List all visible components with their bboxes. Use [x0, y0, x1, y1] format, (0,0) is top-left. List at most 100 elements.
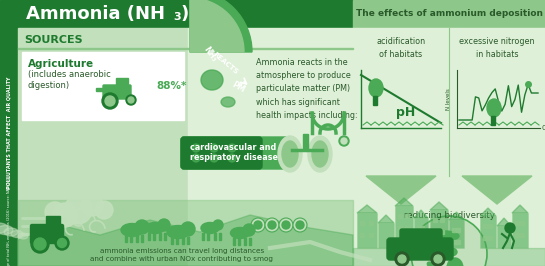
Bar: [395, 206, 413, 248]
Circle shape: [254, 221, 262, 229]
Text: PM: PM: [230, 80, 246, 94]
Circle shape: [128, 97, 134, 103]
Text: Ammonia (NH: Ammonia (NH: [26, 5, 165, 23]
Text: ): ): [181, 5, 189, 23]
Text: * percentage of total NH₃ emissions (2016) source: NAEI 2018: * percentage of total NH₃ emissions (201…: [7, 175, 11, 266]
Bar: [480, 216, 496, 248]
Bar: [405, 226, 409, 230]
Polygon shape: [430, 202, 448, 210]
Ellipse shape: [221, 97, 235, 107]
Ellipse shape: [447, 258, 463, 266]
Ellipse shape: [278, 136, 302, 172]
Bar: [398, 226, 402, 230]
Text: Agriculture: Agriculture: [28, 59, 94, 69]
Ellipse shape: [282, 141, 298, 167]
Bar: [430, 210, 448, 248]
Text: reducing biodiversity: reducing biodiversity: [403, 211, 494, 221]
Ellipse shape: [312, 141, 328, 167]
Bar: [373, 96, 377, 105]
Bar: [244, 238, 246, 245]
Polygon shape: [480, 208, 496, 216]
Bar: [515, 233, 519, 237]
Text: respiratory disease: respiratory disease: [190, 153, 278, 163]
Ellipse shape: [4, 228, 18, 236]
Bar: [18, 200, 353, 266]
Text: pH: pH: [396, 106, 415, 119]
Ellipse shape: [432, 265, 442, 266]
Polygon shape: [422, 231, 429, 241]
Ellipse shape: [369, 79, 383, 97]
Bar: [369, 221, 373, 225]
Bar: [18, 48, 188, 49]
Text: digestion): digestion): [28, 81, 70, 89]
Bar: [398, 214, 402, 218]
Bar: [141, 235, 143, 242]
Circle shape: [505, 223, 515, 233]
Circle shape: [213, 220, 223, 230]
Bar: [420, 226, 424, 230]
Circle shape: [58, 239, 66, 247]
Polygon shape: [366, 176, 436, 204]
Bar: [207, 233, 209, 240]
Text: (includes anaerobic: (includes anaerobic: [28, 70, 111, 80]
Circle shape: [268, 221, 276, 229]
Bar: [497, 226, 511, 248]
Circle shape: [95, 201, 113, 219]
Circle shape: [341, 138, 347, 144]
Circle shape: [296, 221, 304, 229]
Circle shape: [53, 203, 77, 227]
Bar: [238, 238, 240, 245]
FancyBboxPatch shape: [400, 229, 442, 247]
Bar: [148, 233, 150, 240]
Bar: [46, 216, 60, 227]
Ellipse shape: [431, 231, 459, 241]
Circle shape: [31, 235, 49, 253]
Circle shape: [64, 196, 92, 224]
Circle shape: [210, 154, 218, 162]
Bar: [233, 238, 235, 245]
Bar: [378, 223, 394, 248]
Text: 3: 3: [173, 12, 180, 22]
Bar: [188, 28, 353, 266]
Ellipse shape: [167, 226, 189, 239]
Circle shape: [228, 154, 236, 162]
Circle shape: [279, 218, 293, 232]
Circle shape: [105, 96, 115, 106]
Circle shape: [158, 219, 170, 231]
Bar: [360, 221, 364, 225]
Bar: [414, 218, 428, 248]
Wedge shape: [190, 0, 252, 52]
Polygon shape: [497, 218, 511, 226]
Ellipse shape: [433, 248, 445, 256]
Bar: [353, 0, 545, 28]
Circle shape: [126, 95, 136, 105]
Circle shape: [265, 218, 279, 232]
Polygon shape: [357, 205, 377, 213]
Polygon shape: [462, 176, 532, 204]
Ellipse shape: [0, 226, 13, 235]
Bar: [452, 228, 456, 232]
FancyBboxPatch shape: [387, 238, 453, 260]
Ellipse shape: [121, 223, 143, 236]
Text: ammonia emissions can travel long distances
and combine with urban NOx contribut: ammonia emissions can travel long distan…: [90, 248, 274, 262]
Bar: [440, 218, 444, 222]
Wedge shape: [190, 0, 244, 52]
Bar: [188, 48, 353, 49]
Bar: [417, 238, 421, 242]
Bar: [405, 214, 409, 218]
Bar: [249, 238, 251, 245]
Bar: [420, 238, 424, 242]
Bar: [18, 28, 188, 266]
Bar: [159, 233, 161, 240]
Bar: [433, 218, 437, 222]
Ellipse shape: [18, 233, 28, 239]
Circle shape: [411, 216, 487, 266]
Bar: [18, 0, 353, 28]
Text: 0: 0: [542, 125, 545, 131]
Bar: [360, 233, 364, 237]
Polygon shape: [512, 205, 528, 213]
Ellipse shape: [11, 231, 23, 238]
Ellipse shape: [445, 248, 457, 256]
Text: Ammonia reacts in the
atmosphere to produce
particulate matter (PM)
which has si: Ammonia reacts in the atmosphere to prod…: [256, 58, 358, 120]
Bar: [520, 233, 524, 237]
